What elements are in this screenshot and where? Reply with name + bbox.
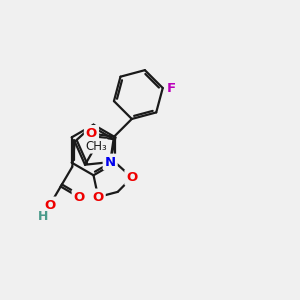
Text: O: O — [74, 191, 85, 204]
Text: F: F — [166, 82, 176, 94]
Text: O: O — [86, 127, 97, 140]
Text: N: N — [105, 156, 116, 169]
Text: H: H — [38, 211, 48, 224]
Text: O: O — [44, 199, 56, 212]
Text: O: O — [126, 171, 138, 184]
Text: O: O — [92, 190, 104, 203]
Text: CH₃: CH₃ — [85, 140, 106, 153]
